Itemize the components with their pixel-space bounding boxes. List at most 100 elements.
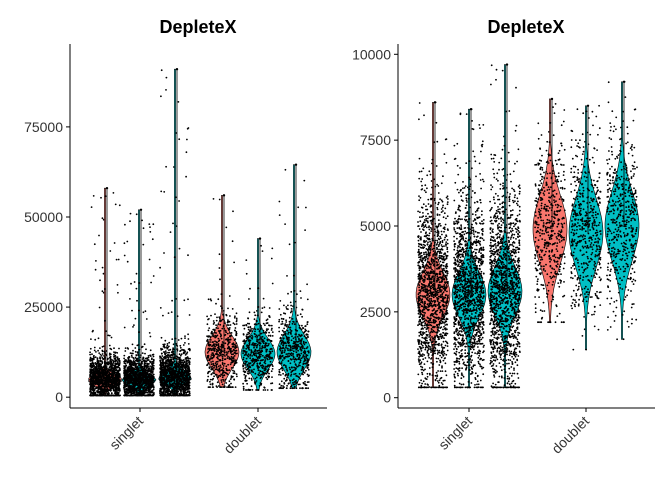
- data-point: [163, 373, 166, 376]
- data-point: [242, 347, 245, 349]
- data-point: [148, 379, 151, 382]
- data-point: [210, 361, 213, 363]
- data-point: [147, 387, 150, 390]
- data-point: [150, 373, 153, 376]
- data-point: [231, 345, 234, 348]
- data-point: [103, 371, 106, 374]
- data-point: [148, 388, 151, 391]
- data-point: [148, 390, 151, 393]
- data-point: [185, 391, 188, 394]
- data-point: [132, 352, 134, 355]
- data-point: [209, 380, 211, 383]
- data-point: [187, 333, 190, 336]
- data-point: [173, 391, 176, 393]
- data-point: [222, 324, 225, 327]
- data-point: [213, 370, 216, 372]
- data-point: [207, 329, 210, 332]
- data-point: [188, 363, 191, 366]
- data-point: [179, 383, 181, 385]
- data-point: [164, 339, 167, 342]
- data-point: [142, 374, 144, 377]
- data-point: [179, 354, 182, 357]
- data-point: [185, 360, 188, 363]
- data-point: [147, 365, 150, 368]
- data-point: [119, 368, 121, 370]
- data-point: [216, 381, 219, 384]
- data-point: [97, 372, 100, 375]
- data-point: [135, 272, 138, 275]
- data-point: [164, 352, 166, 355]
- data-point: [184, 342, 186, 344]
- data-point: [104, 357, 106, 360]
- data-point: [188, 314, 191, 316]
- data-point: [116, 366, 119, 369]
- data-point: [217, 365, 220, 368]
- data-point: [136, 377, 138, 380]
- data-point: [179, 344, 182, 347]
- data-point: [123, 242, 126, 245]
- data-point: [212, 386, 215, 388]
- data-point: [187, 374, 190, 377]
- data-point: [165, 369, 168, 372]
- data-point: [168, 341, 171, 344]
- data-point: [152, 275, 155, 277]
- data-point: [168, 368, 170, 370]
- data-point: [135, 287, 138, 290]
- data-point: [229, 350, 232, 353]
- data-point: [235, 359, 237, 362]
- data-point: [114, 380, 117, 383]
- data-point: [131, 371, 134, 374]
- data-point: [162, 390, 165, 393]
- data-point: [139, 380, 142, 383]
- data-point: [103, 379, 106, 382]
- data-point: [100, 196, 102, 199]
- data-point: [235, 342, 238, 345]
- data-point: [127, 348, 130, 350]
- data-point: [106, 362, 109, 365]
- data-point: [180, 378, 183, 381]
- data-point: [103, 376, 106, 379]
- data-point: [91, 359, 93, 361]
- data-point: [213, 345, 216, 347]
- data-point: [143, 343, 146, 346]
- data-point: [175, 376, 178, 379]
- data-point: [220, 381, 223, 383]
- data-point: [93, 243, 96, 246]
- data-point: [99, 388, 102, 391]
- data-point: [166, 356, 169, 358]
- data-point: [95, 351, 97, 353]
- data-point: [149, 360, 151, 363]
- data-point: [123, 357, 125, 360]
- data-point: [117, 365, 120, 367]
- data-point: [185, 356, 188, 359]
- data-point: [96, 379, 99, 382]
- data-point: [93, 346, 96, 349]
- data-point: [116, 284, 119, 286]
- data-point: [255, 376, 258, 379]
- data-point: [142, 243, 145, 246]
- data-point: [115, 356, 117, 358]
- data-point: [216, 360, 219, 363]
- data-point: [211, 341, 214, 343]
- data-point: [164, 357, 167, 360]
- data-point: [223, 334, 226, 337]
- data-point: [180, 385, 182, 387]
- data-point: [126, 383, 129, 386]
- data-point: [185, 384, 188, 387]
- data-point: [141, 219, 144, 222]
- data-point: [90, 376, 93, 379]
- data-point: [169, 362, 172, 365]
- data-point: [145, 382, 148, 385]
- data-point: [123, 390, 126, 393]
- data-point: [89, 387, 92, 390]
- data-point: [222, 194, 226, 197]
- data-point: [179, 358, 182, 361]
- data-point: [228, 320, 231, 323]
- data-point: [216, 334, 219, 337]
- data-point: [235, 312, 238, 315]
- data-point: [250, 337, 253, 339]
- data-point: [137, 367, 140, 370]
- data-point: [124, 362, 127, 365]
- data-point: [151, 394, 154, 397]
- data-point: [111, 384, 114, 387]
